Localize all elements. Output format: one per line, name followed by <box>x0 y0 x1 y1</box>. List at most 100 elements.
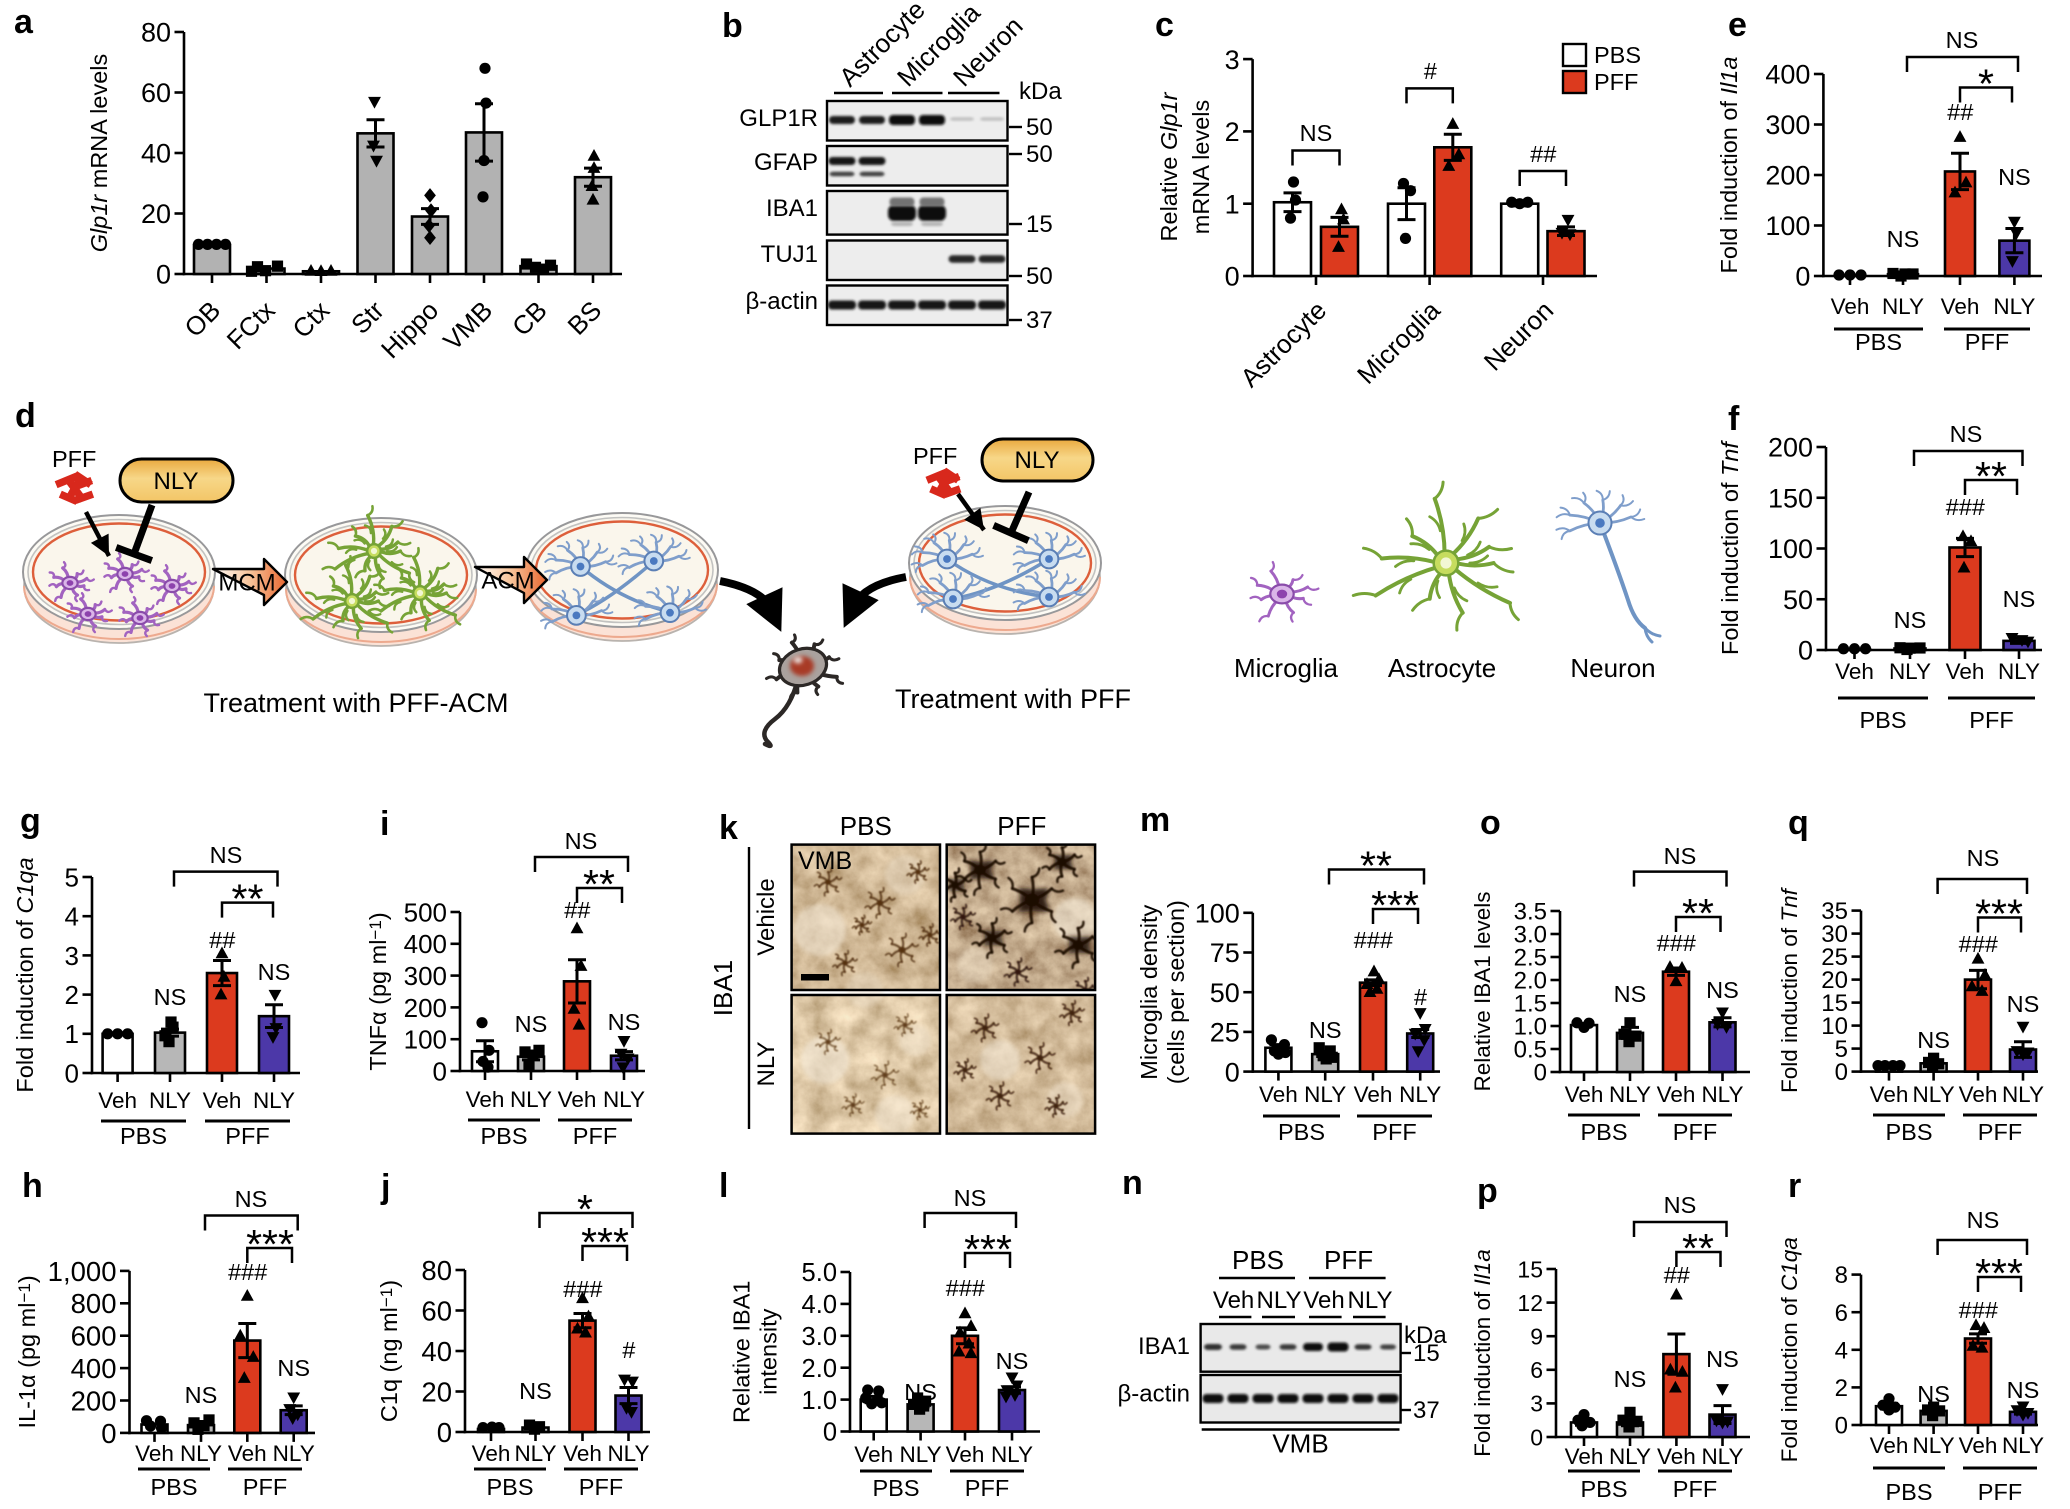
svg-text:0.5: 0.5 <box>1514 1037 1547 1064</box>
svg-text:NS: NS <box>515 1011 548 1037</box>
svg-text:2: 2 <box>1835 1375 1848 1402</box>
svg-text:20: 20 <box>421 1376 452 1407</box>
svg-text:15: 15 <box>1026 211 1053 238</box>
svg-text:500: 500 <box>404 897 447 927</box>
svg-text:3: 3 <box>65 941 79 971</box>
svg-text:NS: NS <box>1664 843 1697 869</box>
svg-text:3.0: 3.0 <box>802 1323 837 1351</box>
svg-text:PBS: PBS <box>1232 1245 1284 1275</box>
svg-text:NLY: NLY <box>1304 1082 1346 1107</box>
svg-text:*: * <box>577 1186 593 1232</box>
svg-text:400: 400 <box>1765 60 1810 90</box>
svg-text:VMB: VMB <box>1272 1429 1328 1459</box>
svg-text:NS: NS <box>608 1009 641 1035</box>
svg-text:100: 100 <box>1768 534 1813 564</box>
svg-text:2.0: 2.0 <box>802 1355 837 1383</box>
svg-text:200: 200 <box>71 1385 117 1416</box>
svg-text:NS: NS <box>565 828 598 854</box>
svg-text:40: 40 <box>141 139 171 169</box>
svg-text:*: * <box>1978 61 1994 107</box>
svg-text:Veh: Veh <box>1831 294 1870 319</box>
svg-text:NS: NS <box>519 1378 552 1404</box>
svg-text:80: 80 <box>141 18 171 48</box>
svg-text:Treatment with PFF-ACM: Treatment with PFF-ACM <box>203 688 508 718</box>
svg-text:0: 0 <box>823 1419 837 1447</box>
svg-text:PFF: PFF <box>965 1475 1009 1501</box>
svg-text:15: 15 <box>1413 1340 1440 1367</box>
svg-text:15: 15 <box>1517 1256 1543 1282</box>
svg-text:200: 200 <box>1765 161 1810 191</box>
svg-text:d: d <box>15 397 36 435</box>
svg-text:i: i <box>380 805 389 843</box>
svg-text:q: q <box>1788 804 1809 842</box>
svg-text:Fold induction of Il1a: Fold induction of Il1a <box>1716 57 1742 274</box>
svg-text:1: 1 <box>1225 189 1240 219</box>
svg-text:PFF: PFF <box>1324 1245 1373 1275</box>
svg-text:IBA1: IBA1 <box>1138 1333 1190 1360</box>
svg-text:NS: NS <box>1887 226 1920 252</box>
svg-text:NS: NS <box>235 1186 268 1212</box>
svg-text:**: ** <box>1975 453 2007 499</box>
svg-text:mRNA levels: mRNA levels <box>1188 100 1214 235</box>
svg-text:NS: NS <box>154 984 187 1010</box>
svg-text:PFF: PFF <box>1673 1119 1717 1145</box>
svg-text:Veh: Veh <box>1870 1082 1909 1107</box>
svg-text:PFF: PFF <box>1978 1119 2022 1145</box>
svg-text:Relative IBA1 levels: Relative IBA1 levels <box>1470 891 1495 1091</box>
svg-text:NS: NS <box>277 1355 310 1381</box>
svg-text:GLP1R: GLP1R <box>739 105 818 132</box>
svg-text:NLY: NLY <box>753 1042 780 1087</box>
svg-text:PBS: PBS <box>486 1474 533 1500</box>
svg-text:NLY: NLY <box>514 1441 556 1466</box>
svg-text:###: ### <box>1656 930 1696 956</box>
svg-text:Vehicle: Vehicle <box>753 878 780 955</box>
svg-text:100: 100 <box>1765 211 1810 241</box>
svg-text:n: n <box>1122 1164 1143 1202</box>
svg-text:100: 100 <box>404 1025 447 1055</box>
svg-text:Veh: Veh <box>1835 659 1874 684</box>
svg-text:25: 25 <box>1210 1018 1240 1048</box>
svg-text:MCM: MCM <box>218 570 275 597</box>
svg-text:NS: NS <box>1998 164 2031 190</box>
svg-text:NS: NS <box>185 1382 218 1408</box>
svg-text:h: h <box>22 1167 43 1205</box>
svg-text:NS: NS <box>1967 845 2000 871</box>
svg-text:NS: NS <box>1706 977 1739 1003</box>
svg-text:600: 600 <box>71 1321 117 1352</box>
svg-text:g: g <box>20 802 41 840</box>
svg-text:20: 20 <box>1821 967 1848 994</box>
svg-text:Veh: Veh <box>563 1441 602 1466</box>
svg-text:4: 4 <box>1835 1337 1848 1364</box>
svg-text:(cells per section): (cells per section) <box>1163 900 1189 1084</box>
svg-text:**: ** <box>232 876 264 922</box>
svg-text:0: 0 <box>433 1056 447 1086</box>
svg-text:1.5: 1.5 <box>1514 991 1547 1018</box>
svg-text:37: 37 <box>1413 1397 1440 1424</box>
svg-text:NLY: NLY <box>273 1441 315 1466</box>
svg-text:NLY: NLY <box>1701 1082 1743 1107</box>
svg-text:PBS: PBS <box>1859 707 1906 733</box>
svg-text:0: 0 <box>1530 1424 1543 1450</box>
svg-text:NLY: NLY <box>1609 1444 1651 1469</box>
svg-text:5: 5 <box>1835 1036 1848 1063</box>
svg-text:NLY: NLY <box>154 468 199 495</box>
svg-text:f: f <box>1728 400 1740 438</box>
svg-text:Veh: Veh <box>1354 1082 1393 1107</box>
svg-text:Veh: Veh <box>558 1087 597 1112</box>
svg-text:NS: NS <box>1917 1027 1950 1053</box>
svg-text:PBS: PBS <box>1594 42 1641 68</box>
svg-text:NS: NS <box>1309 1017 1342 1043</box>
svg-text:Veh: Veh <box>1657 1082 1696 1107</box>
svg-text:Veh: Veh <box>1946 659 1985 684</box>
svg-text:Veh: Veh <box>854 1442 893 1467</box>
svg-text:PBS: PBS <box>1885 1479 1932 1505</box>
svg-text:PBS: PBS <box>1855 329 1902 355</box>
svg-text:0: 0 <box>1798 636 1813 666</box>
svg-text:0: 0 <box>1835 1059 1848 1086</box>
svg-text:Astrocyte: Astrocyte <box>1388 653 1496 683</box>
svg-text:50: 50 <box>1026 263 1053 290</box>
svg-text:Fold induction of Il1a: Fold induction of Il1a <box>1470 1249 1495 1457</box>
svg-text:PFF: PFF <box>52 446 96 472</box>
svg-text:j: j <box>380 1168 390 1206</box>
svg-text:###: ### <box>1945 494 1985 520</box>
